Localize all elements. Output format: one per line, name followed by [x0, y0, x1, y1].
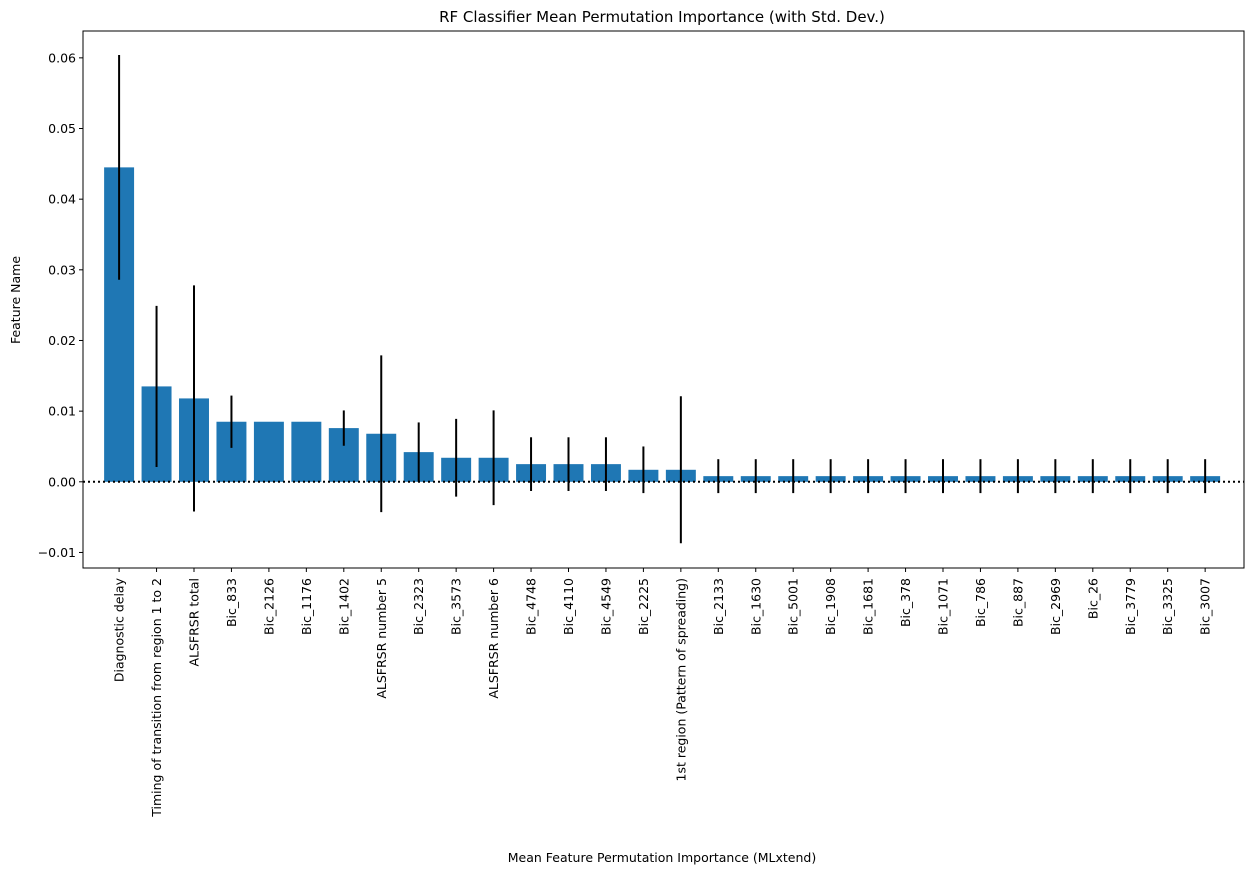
- x-tick-label: Bic_1402: [336, 578, 351, 635]
- y-tick-label: 0.02: [48, 333, 76, 348]
- y-tick-label: 0.03: [48, 262, 76, 277]
- y-tick-label: −0.01: [38, 545, 76, 560]
- bar: [253, 421, 284, 482]
- x-tick-label: Bic_2133: [711, 578, 726, 635]
- x-tick-label: ALSFRSR total: [187, 578, 202, 667]
- x-tick-label: Bic_378: [898, 578, 913, 627]
- x-tick-label: Bic_3325: [1160, 578, 1175, 635]
- x-tick-label: Bic_887: [1010, 578, 1025, 627]
- x-tick-label: Bic_3573: [449, 578, 464, 635]
- y-axis-label: Feature Name: [8, 256, 23, 344]
- x-tick-label: Bic_1681: [861, 578, 876, 635]
- x-tick-label: Timing of transition from region 1 to 2: [149, 578, 164, 818]
- x-tick-label: ALSFRSR number 6: [486, 578, 501, 699]
- x-tick-label: Bic_4110: [561, 578, 576, 635]
- y-tick-label: 0.05: [48, 121, 76, 136]
- x-tick-label: Bic_2969: [1048, 578, 1063, 635]
- x-tick-label: Bic_26: [1085, 578, 1100, 619]
- x-tick-label: Bic_1630: [748, 578, 763, 635]
- axes-frame: [82, 30, 1245, 569]
- x-tick-label: Bic_1071: [936, 578, 951, 635]
- x-tick-label: Bic_3779: [1123, 578, 1138, 635]
- chart-title: RF Classifier Mean Permutation Importanc…: [439, 8, 885, 26]
- x-tick-label: Bic_1908: [823, 578, 838, 635]
- x-tick-label: Bic_4549: [598, 578, 613, 635]
- x-tick-label: Bic_2225: [636, 578, 651, 635]
- plot-area: −0.01 0.00 0.01 0.02 0.03 0.04 0.05 0.06 Diagnos…: [38, 30, 1245, 818]
- x-tick-label: Bic_786: [973, 578, 988, 627]
- y-tick-label: 0.04: [48, 192, 76, 207]
- x-tick-label: Bic_4748: [524, 578, 539, 635]
- y-tick-label: 0.06: [48, 50, 76, 65]
- x-tick-label: Bic_1176: [299, 578, 314, 635]
- x-tick-label: 1st region (Pattern of spreading): [673, 578, 688, 782]
- x-tick-label: Bic_5001: [786, 578, 801, 635]
- bar: [291, 421, 322, 482]
- y-tick-label: 0.01: [48, 404, 76, 419]
- x-tick-label: ALSFRSR number 5: [374, 578, 389, 699]
- x-tick-label: Bic_833: [224, 578, 239, 627]
- x-tick-label: Bic_3007: [1198, 578, 1213, 635]
- x-tick-label: Bic_2126: [261, 578, 276, 635]
- y-tick-label: 0.00: [48, 474, 76, 489]
- x-tick-label: Bic_2323: [411, 578, 426, 635]
- x-axis-label: Mean Feature Permutation Importance (MLx…: [508, 850, 816, 865]
- x-tick-label: Diagnostic delay: [112, 577, 127, 682]
